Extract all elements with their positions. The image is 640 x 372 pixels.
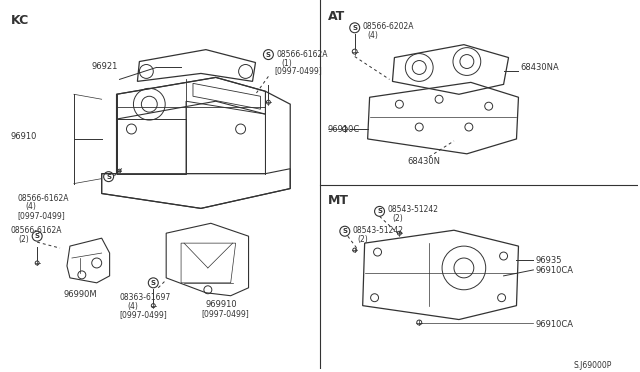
Text: 08566-6162A: 08566-6162A <box>10 226 62 235</box>
Text: (2): (2) <box>19 235 29 244</box>
Text: 68430NA: 68430NA <box>520 63 559 72</box>
Text: MT: MT <box>328 193 349 206</box>
Text: 969910: 969910 <box>206 300 237 309</box>
Text: (4): (4) <box>127 302 138 311</box>
Text: 08543-51242: 08543-51242 <box>353 226 404 235</box>
Text: (2): (2) <box>358 235 369 244</box>
Text: S: S <box>266 52 271 58</box>
Text: 08566-6162A: 08566-6162A <box>17 193 69 202</box>
Text: 96910: 96910 <box>10 132 36 141</box>
Text: 08566-6162A: 08566-6162A <box>276 49 328 59</box>
Text: S: S <box>35 233 40 239</box>
Text: S: S <box>151 280 156 286</box>
Text: 96921: 96921 <box>92 62 118 71</box>
Text: [0997-0499]: [0997-0499] <box>201 309 249 318</box>
Text: (1): (1) <box>282 58 292 68</box>
Text: 96935: 96935 <box>535 256 562 265</box>
Text: S.J69000P: S.J69000P <box>573 361 611 370</box>
Text: [0997-0499]: [0997-0499] <box>120 311 167 320</box>
Text: 68430N: 68430N <box>407 157 440 166</box>
Text: S: S <box>106 174 111 180</box>
Text: S: S <box>352 25 357 31</box>
Text: (4): (4) <box>25 202 36 211</box>
Text: S: S <box>342 228 348 234</box>
Text: 96910C: 96910C <box>328 125 360 134</box>
Text: S: S <box>377 208 382 214</box>
Text: KC: KC <box>10 14 29 27</box>
Text: [0997-0499]: [0997-0499] <box>17 211 65 220</box>
Text: AT: AT <box>328 10 345 23</box>
Text: 96910CA: 96910CA <box>535 266 573 275</box>
Text: 96990M: 96990M <box>64 290 97 299</box>
Text: 08543-51242: 08543-51242 <box>387 205 438 214</box>
Text: (2): (2) <box>392 214 403 223</box>
Text: (4): (4) <box>367 31 378 40</box>
Text: 08566-6202A: 08566-6202A <box>363 22 414 31</box>
Text: [0997-0499]: [0997-0499] <box>275 67 322 76</box>
Text: 96910CA: 96910CA <box>535 320 573 328</box>
Text: 08363-61697: 08363-61697 <box>120 293 171 302</box>
